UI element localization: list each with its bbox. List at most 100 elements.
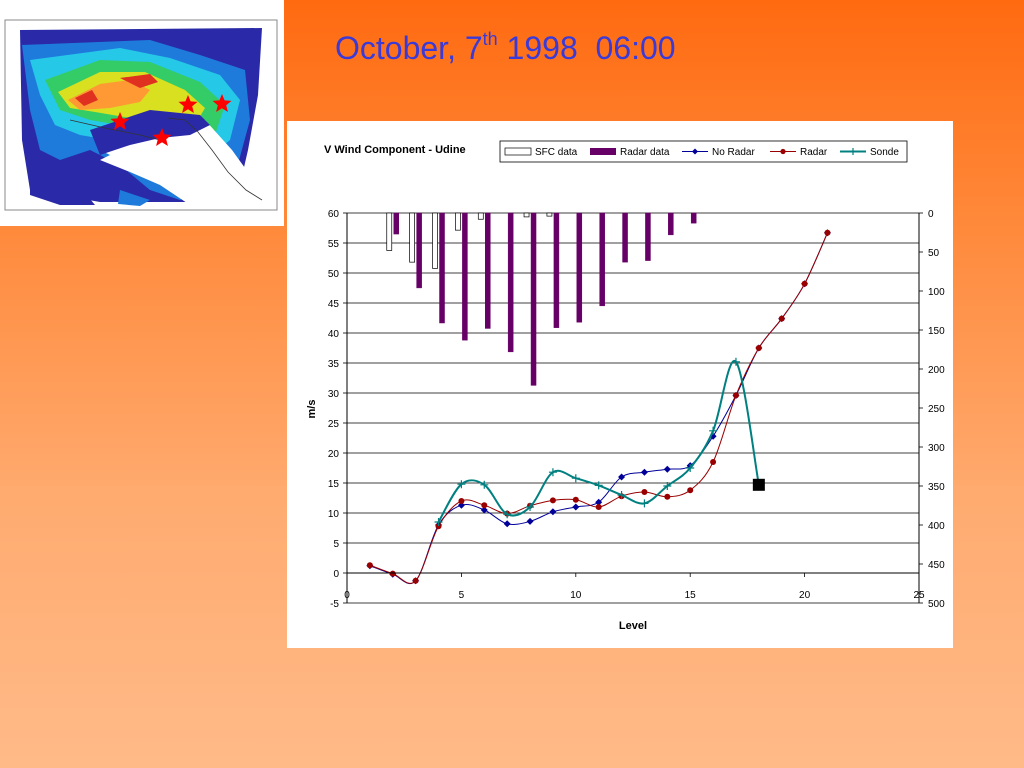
y2-tick-label: 100 [928,287,945,298]
sfc-bar [432,212,438,269]
radar-point [595,504,602,510]
sonde-point [571,474,580,483]
y2-tick-label: 50 [928,248,940,259]
precipitation-map-icon [0,0,284,226]
sfc-bar [523,212,530,218]
y-tick-label: 60 [328,209,340,220]
radar-point [366,562,373,569]
radar-bar [553,212,560,328]
radar-bar [645,212,651,261]
precipitation-map-panel [0,0,284,226]
sonde-point [503,510,512,519]
radar-point [481,502,488,509]
radar-bar [462,212,468,341]
radar-point [549,497,556,504]
legend-item: Radar data [590,147,670,158]
sonde-point [480,480,489,489]
no-radar-point [572,503,580,511]
wind-chart-panel: V Wind Component - Udine SFC data Radar d… [287,121,953,648]
sfc-bar [455,212,461,231]
legend-marker-no-radar [692,148,698,155]
chart-bars [386,212,697,386]
radar-bar [416,212,422,289]
sfc-bar [477,212,484,220]
title-date: October, 7 [335,30,483,66]
y-tick-label: 25 [328,419,340,430]
no-radar-point [457,501,465,509]
y-axis-label: m/s [306,400,318,419]
y2-tick-label: 0 [928,209,934,220]
radar-bar [576,212,583,323]
red-star-icon [110,94,232,146]
radar-bar [690,212,697,224]
chart-legend: SFC data Radar data No Radar Radar Sonde [499,140,908,163]
y2-tick-label: 350 [928,482,945,493]
x-tick-label: 5 [459,590,465,601]
y2-tick-label: 200 [928,365,945,376]
radar-point [389,570,396,577]
sonde-point [548,468,557,477]
y2-tick-label: 250 [928,404,945,415]
sfc-bar [386,212,393,251]
radar-bar [530,212,537,386]
sonde-point [686,464,695,472]
sonde-point [663,482,672,490]
y-tick-label: 35 [328,359,340,370]
y-tick-label: -5 [330,599,339,610]
radar-point [435,523,442,530]
legend-item: SFC data [504,147,578,158]
radar-point [778,315,785,322]
no-radar-point [709,432,717,440]
legend-item: No Radar [682,147,755,158]
legend-item: Sonde [840,147,899,158]
sonde-point [617,491,626,499]
no-radar-point [640,468,648,476]
legend-label: Radar [800,147,828,158]
x-axis-label: Level [619,620,647,632]
sonde-point [731,357,740,366]
radar-point [801,280,808,287]
slide-title: October, 7th 1998 06:00 [335,30,676,67]
no-radar-point [663,465,671,473]
chart-lines [366,229,831,585]
chart-title: V Wind Component - Udine [324,144,466,156]
y2-tick-label: 400 [928,521,945,532]
y-tick-label: 15 [328,479,340,490]
y-tick-label: 45 [328,299,340,310]
sfc-bar [546,212,553,217]
sonde-point [434,518,443,526]
sfc-bar [409,212,415,263]
x-tick-label: 20 [799,590,811,601]
y-tick-label: 50 [328,269,340,280]
radar-point [664,493,671,500]
radar-point [732,392,739,399]
y2-tick-label: 300 [928,443,945,454]
legend-label: Radar data [620,147,670,158]
no-radar-point [480,506,488,514]
x-tick-label: 25 [913,590,925,601]
radar-bar [393,212,400,235]
radar-bar [668,212,674,236]
sonde-point [709,426,718,435]
radar-point [755,345,762,351]
sonde-line [437,360,760,523]
y-tick-label: 40 [328,329,340,340]
no-radar-point [595,498,603,506]
chart-grid [347,212,919,604]
legend-item: Radar [770,147,828,158]
legend-label: Sonde [870,147,899,158]
y-tick-label: 0 [333,569,339,580]
radar-bar [507,212,514,353]
no-radar-point [526,517,534,525]
sonde-end-marker [752,478,765,491]
y-tick-label: 10 [328,509,340,520]
x-tick-label: 10 [570,590,582,601]
sonde-point [457,480,466,489]
no-radar-point [618,473,626,481]
legend-swatch-radar-data [590,148,616,155]
radar-point [458,498,465,504]
title-ordinal: th [482,29,498,49]
radar-point [572,496,579,503]
y2-tick-label: 450 [928,560,945,571]
y2-tick-label: 500 [928,599,945,610]
